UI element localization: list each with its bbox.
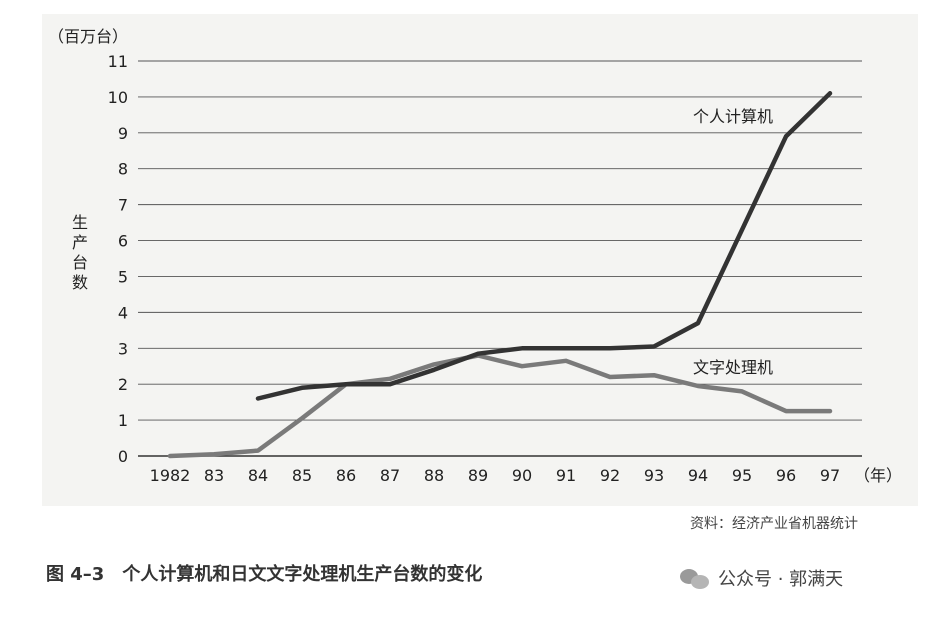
y-tick-label: 11 (108, 52, 128, 71)
y-tick-label: 8 (118, 160, 128, 179)
y-tick-label: 5 (118, 267, 128, 286)
y-tick-label: 3 (118, 339, 128, 358)
series-lines (167, 91, 833, 459)
x-tick-label: 84 (248, 466, 268, 485)
y-tick-label: 6 (118, 232, 128, 251)
y-tick-label: 1 (118, 411, 128, 430)
x-tick-label: 83 (204, 466, 224, 485)
gridlines (138, 60, 862, 457)
x-tick-label: 93 (644, 466, 664, 485)
x-tick-label: 89 (468, 466, 488, 485)
x-tick-label: 95 (732, 466, 752, 485)
figure-caption: 图 4–3 个人计算机和日文文字处理机生产台数的变化 (46, 564, 483, 585)
y-axis-ticks: 0 1 2 3 4 5 6 7 8 9 10 11 (108, 52, 128, 466)
x-axis-ticks: 1982 83 84 85 86 87 88 89 90 91 92 93 94 95 96 97 (150, 466, 841, 485)
watermark: 公众号 · 郭满天 (680, 565, 843, 591)
x-tick-label: 94 (688, 466, 708, 485)
y-tick-label: 0 (118, 447, 128, 466)
plot-background (42, 14, 918, 506)
x-tick-label: 97 (820, 466, 840, 485)
x-tick-label: 87 (380, 466, 400, 485)
source-note: 资料：经济产业省机器统计 (690, 516, 858, 532)
y-tick-label: 7 (118, 196, 128, 215)
y-axis-title: 生产台数 (72, 213, 88, 292)
y-tick-label: 10 (108, 88, 128, 107)
y-unit-label: （百万台） (48, 27, 128, 46)
x-unit-label: （年） (854, 466, 902, 485)
x-tick-label: 1982 (150, 466, 191, 485)
y-tick-label: 2 (118, 375, 128, 394)
x-tick-label: 92 (600, 466, 620, 485)
series-label-word-processor: 文字处理机 (693, 358, 773, 377)
wechat-icon (680, 567, 710, 589)
x-tick-label: 96 (776, 466, 796, 485)
y-tick-label: 9 (118, 124, 128, 143)
y-tick-label: 4 (118, 303, 128, 322)
watermark-text: 公众号 · 郭满天 (718, 569, 844, 590)
series-line-pc (255, 91, 833, 401)
series-line-word-processor (167, 353, 833, 459)
series-label-pc: 个人计算机 (693, 107, 773, 126)
x-tick-label: 90 (512, 466, 532, 485)
x-tick-label: 91 (556, 466, 576, 485)
x-tick-label: 86 (336, 466, 356, 485)
x-tick-label: 88 (424, 466, 444, 485)
x-tick-label: 85 (292, 466, 312, 485)
